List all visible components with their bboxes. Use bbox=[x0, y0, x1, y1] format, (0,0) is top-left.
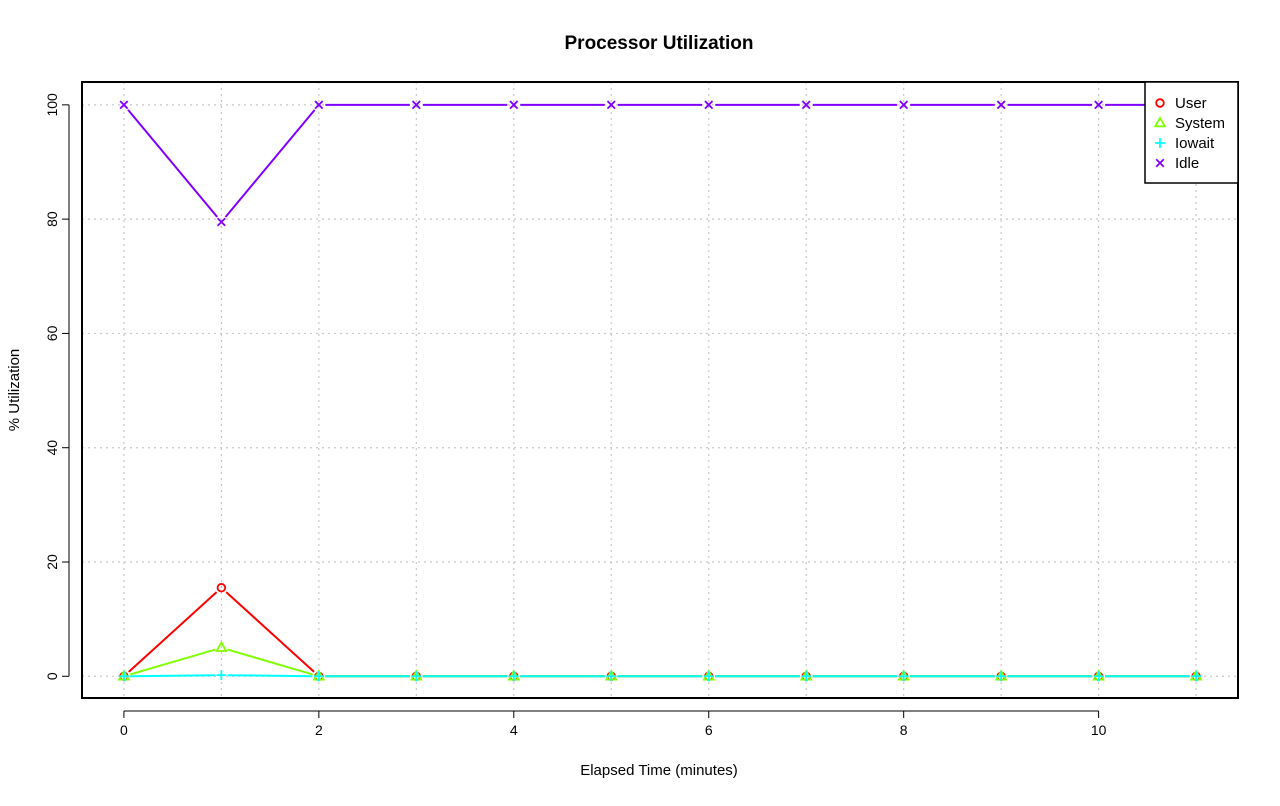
series-line-segment bbox=[227, 674, 313, 678]
x-tick-label: 0 bbox=[120, 722, 128, 738]
data-point-cross bbox=[1094, 100, 1104, 110]
data-point-cross bbox=[704, 100, 714, 110]
data-point-cross bbox=[509, 100, 519, 110]
series-line-segment bbox=[225, 591, 315, 673]
data-point-cross bbox=[801, 100, 811, 110]
series-line-segment bbox=[127, 109, 218, 218]
data-point-plus bbox=[898, 671, 909, 682]
data-point-plus bbox=[703, 671, 714, 682]
y-tick-label: 40 bbox=[44, 440, 60, 456]
data-point-cross bbox=[996, 100, 1006, 110]
x-tick-label: 10 bbox=[1091, 722, 1107, 738]
series-line-segment bbox=[224, 109, 316, 218]
data-point-plus bbox=[996, 671, 1007, 682]
data-point-triangle bbox=[215, 640, 228, 652]
data-point-circle bbox=[1155, 98, 1165, 108]
series-system bbox=[117, 640, 1203, 681]
data-point-plus bbox=[216, 670, 227, 681]
y-tick-label: 100 bbox=[44, 93, 60, 117]
x-tick-label: 2 bbox=[315, 722, 323, 738]
y-axis-label: % Utilization bbox=[6, 349, 23, 432]
series-line-segment bbox=[227, 648, 313, 676]
series-iowait bbox=[118, 670, 1202, 682]
data-point-cross bbox=[899, 100, 909, 110]
legend-label-iowait: Iowait bbox=[1175, 135, 1215, 152]
data-point-plus bbox=[1191, 671, 1202, 682]
x-tick-label: 6 bbox=[705, 722, 713, 738]
data-point-plus bbox=[1093, 671, 1104, 682]
data-point-plus bbox=[411, 671, 422, 682]
data-point-plus bbox=[313, 671, 324, 682]
series-line-segment bbox=[130, 674, 215, 678]
data-point-circle bbox=[216, 583, 227, 593]
series-idle bbox=[119, 100, 1201, 227]
x-tick-label: 8 bbox=[900, 722, 908, 738]
plot-border bbox=[81, 81, 1239, 699]
series-layer bbox=[117, 100, 1203, 682]
series-line-segment bbox=[129, 648, 216, 676]
legend-label-user: User bbox=[1175, 95, 1207, 112]
y-tick-label: 0 bbox=[44, 672, 60, 680]
legend-label-system: System bbox=[1175, 115, 1225, 132]
y-tick-label: 20 bbox=[44, 554, 60, 570]
legend-box bbox=[1144, 81, 1239, 184]
chart-title: Processor Utilization bbox=[565, 33, 754, 54]
data-point-cross bbox=[216, 217, 226, 227]
y-tick-label: 60 bbox=[44, 325, 60, 341]
data-point-cross bbox=[606, 100, 616, 110]
legend-label-idle: Idle bbox=[1175, 155, 1199, 172]
data-point-cross bbox=[411, 100, 421, 110]
data-point-plus bbox=[118, 671, 129, 682]
grid bbox=[82, 82, 1238, 698]
data-point-plus bbox=[508, 671, 519, 682]
legend: User System Iowait Idle bbox=[1144, 81, 1239, 184]
data-point-plus bbox=[1155, 138, 1165, 148]
y-tick-label: 80 bbox=[44, 211, 60, 227]
x-axis-label: Elapsed Time (minutes) bbox=[580, 762, 738, 779]
series-line-segment bbox=[128, 591, 218, 673]
data-point-cross bbox=[119, 100, 129, 110]
data-point-plus bbox=[606, 671, 617, 682]
data-point-cross bbox=[314, 100, 324, 110]
x-tick-label: 4 bbox=[510, 722, 518, 738]
data-point-cross bbox=[1155, 158, 1165, 168]
data-point-triangle bbox=[1153, 115, 1167, 128]
data-point-plus bbox=[801, 671, 812, 682]
